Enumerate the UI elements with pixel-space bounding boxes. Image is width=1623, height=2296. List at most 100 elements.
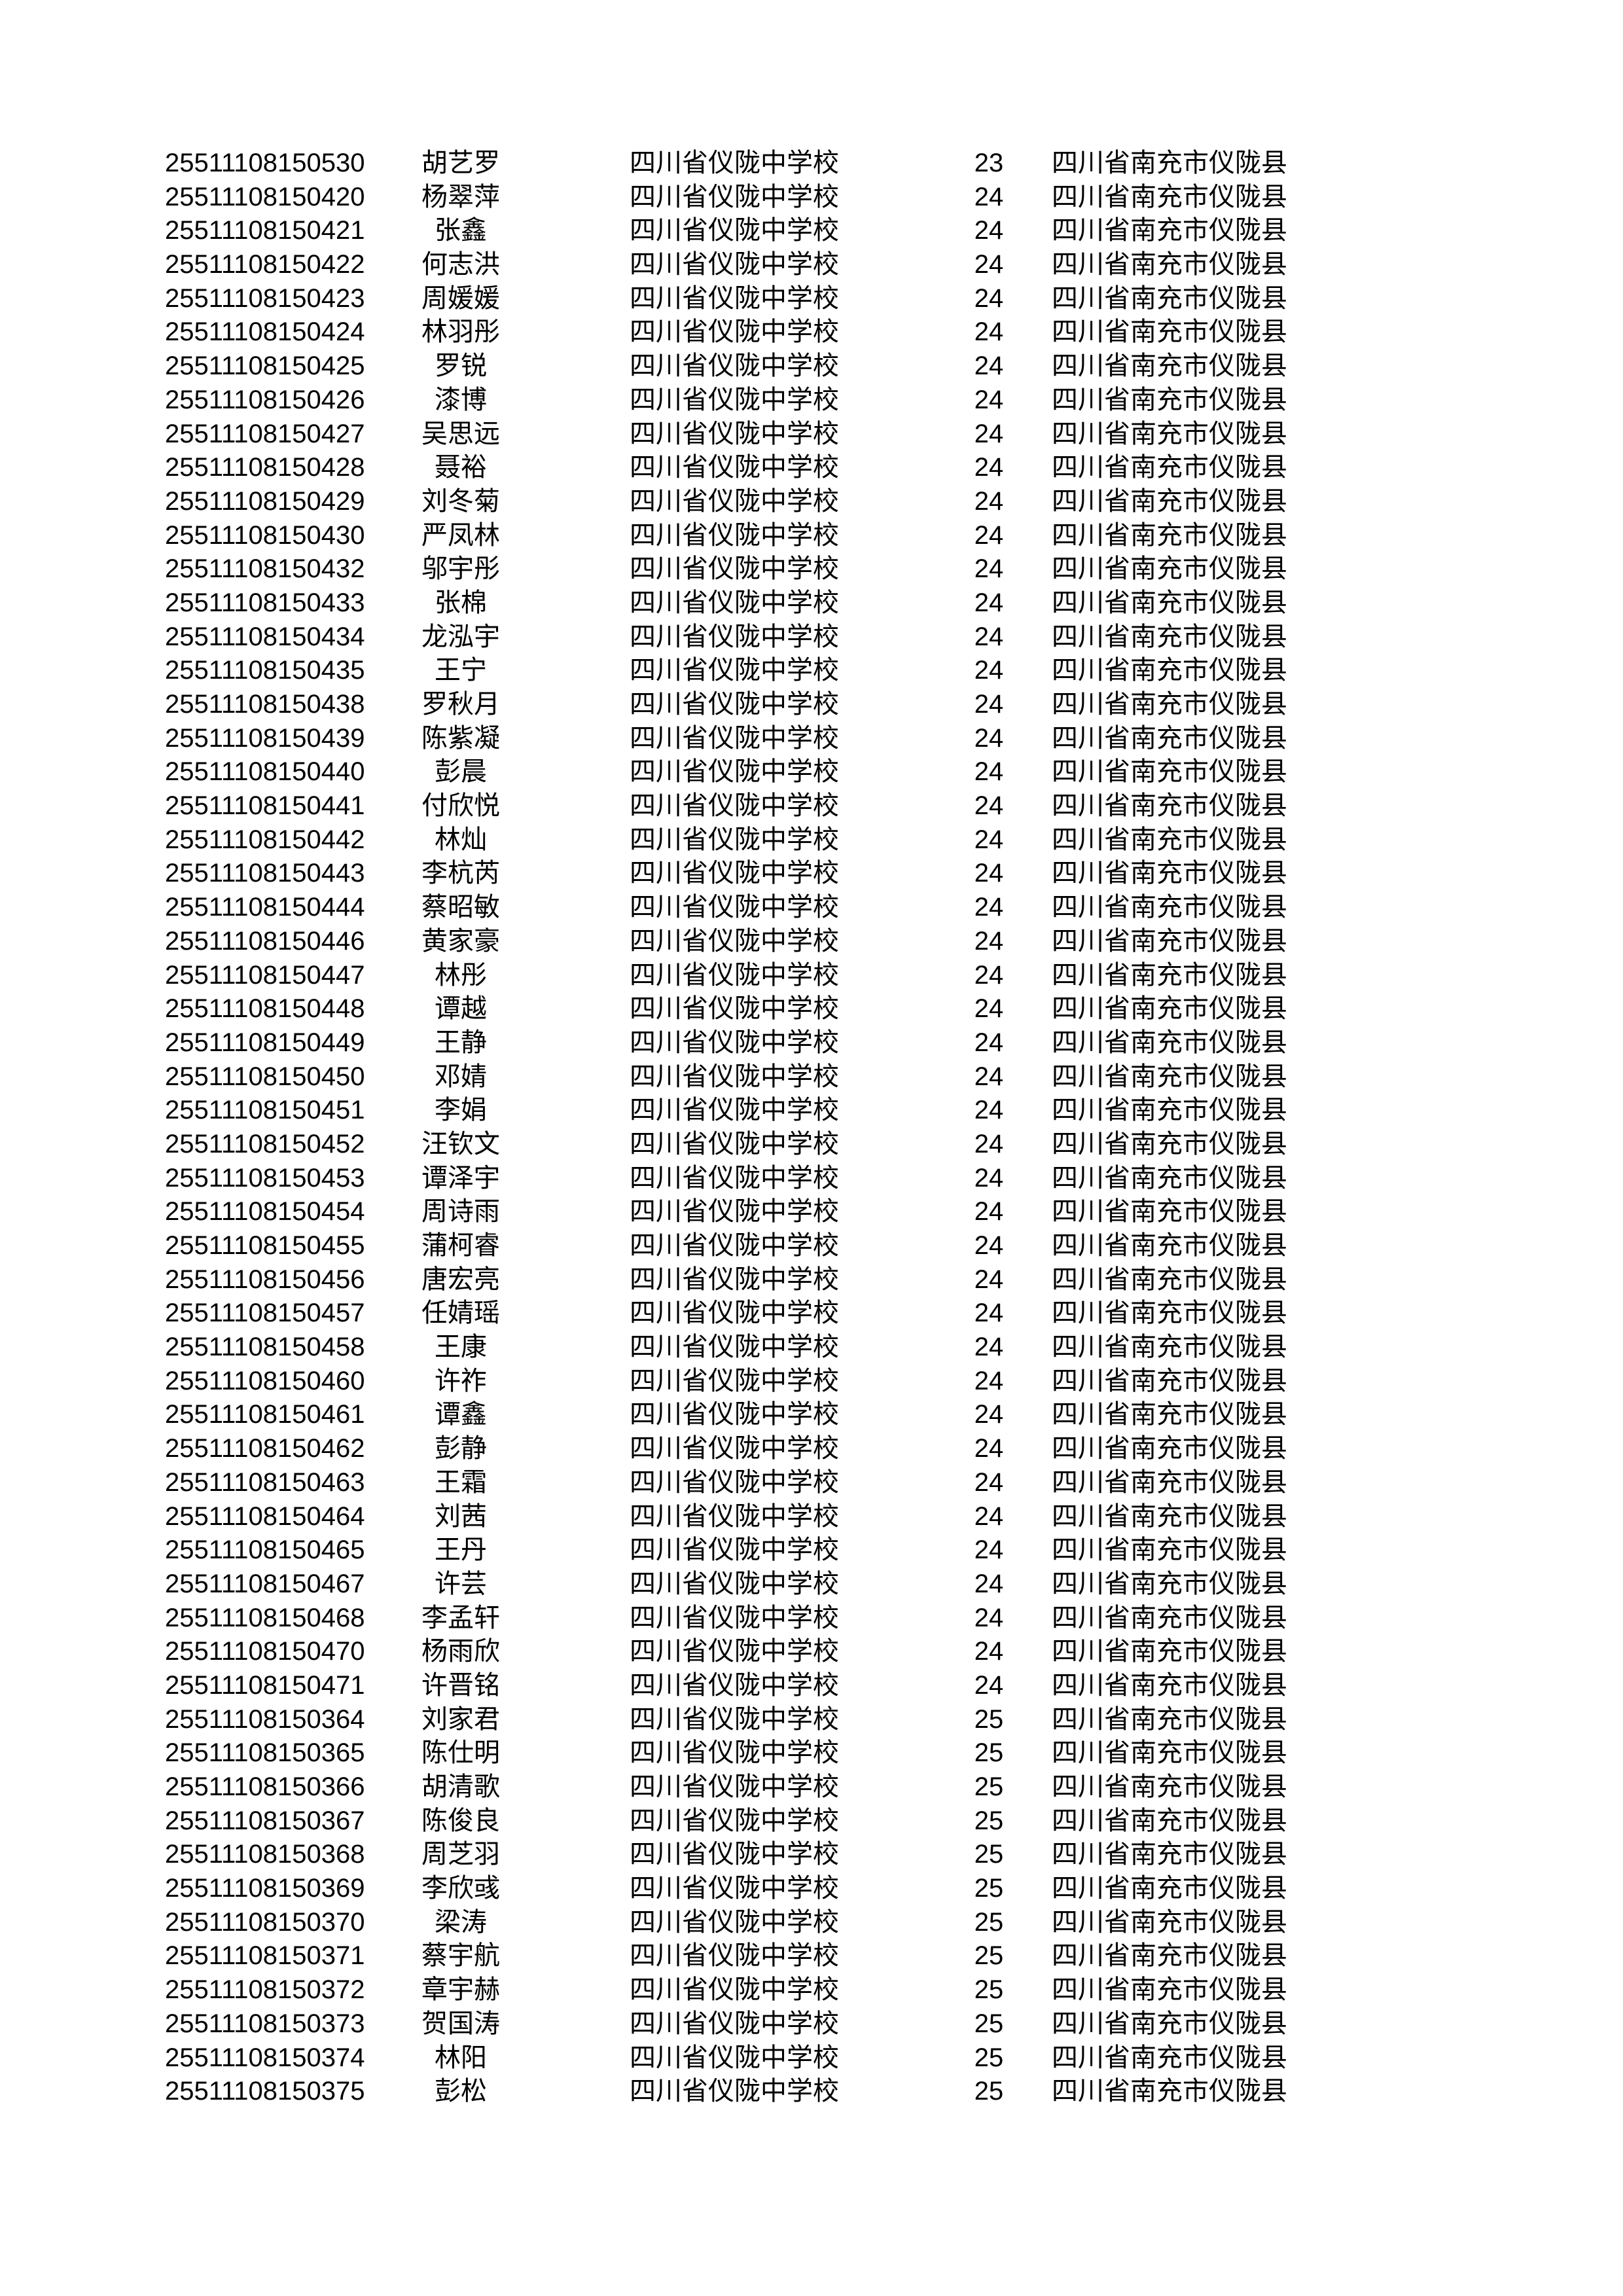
student-name-cell: 胡清歌 (421, 1772, 500, 1801)
region-cell: 四川省南充市仪陇县 (1052, 960, 1287, 990)
score-cell: 24 (974, 690, 1004, 719)
region-cell: 四川省南充市仪陇县 (1052, 791, 1287, 821)
table-row: 25511108150439 陈紫凝 四川省仪陇中学校 24 四川省南充市仪陇县 (0, 722, 1623, 756)
score-cell: 25 (974, 2077, 1004, 2106)
score-cell: 24 (974, 1501, 1004, 1531)
score-cell: 24 (974, 554, 1004, 584)
student-name-cell: 汪钦文 (421, 1129, 500, 1158)
region-cell: 四川省南充市仪陇县 (1052, 317, 1287, 347)
region-cell: 四川省南充市仪陇县 (1052, 1096, 1287, 1125)
exam-id-cell: 25511108150434 (165, 622, 365, 651)
exam-id-cell: 25511108150423 (165, 283, 365, 313)
table-row: 25511108150432 邬宇彤 四川省仪陇中学校 24 四川省南充市仪陇县 (0, 552, 1623, 586)
student-name-cell: 杨雨欣 (421, 1637, 500, 1666)
exam-id-cell: 25511108150371 (165, 1941, 365, 1971)
exam-id-cell: 25511108150447 (165, 960, 365, 990)
exam-id-cell: 25511108150374 (165, 2043, 365, 2072)
exam-id-cell: 25511108150365 (165, 1738, 365, 1768)
score-cell: 23 (974, 149, 1004, 177)
region-cell: 四川省南充市仪陇县 (1052, 1028, 1287, 1057)
score-cell: 24 (974, 825, 1004, 854)
score-cell: 24 (974, 1265, 1004, 1294)
student-name-cell: 刘冬菊 (421, 486, 500, 516)
table-row: 25511108150422 何志洪 四川省仪陇中学校 24 四川省南充市仪陇县 (0, 248, 1623, 282)
exam-id-cell: 25511108150435 (165, 656, 365, 685)
region-cell: 四川省南充市仪陇县 (1052, 859, 1287, 888)
school-cell: 四川省仪陇中学校 (630, 149, 839, 177)
score-cell: 24 (974, 723, 1004, 753)
exam-id-cell: 25511108150464 (165, 1501, 365, 1531)
region-cell: 四川省南充市仪陇县 (1052, 1299, 1287, 1328)
student-name-cell: 李孟轩 (421, 1603, 500, 1632)
table-row: 25511108150370 梁涛 四川省仪陇中学校 25 四川省南充市仪陇县 (0, 1906, 1623, 1940)
student-name-cell: 贺国涛 (421, 2009, 500, 2038)
school-cell: 四川省仪陇中学校 (630, 453, 839, 482)
student-name-cell: 林灿 (435, 825, 487, 854)
region-cell: 四川省南充市仪陇县 (1052, 453, 1287, 482)
table-row: 25511108150420 杨翠萍 四川省仪陇中学校 24 四川省南充市仪陇县 (0, 181, 1623, 215)
exam-id-cell: 25511108150440 (165, 757, 365, 787)
school-cell: 四川省仪陇中学校 (630, 1569, 839, 1598)
exam-id-cell: 25511108150470 (165, 1637, 365, 1666)
student-name-cell: 邬宇彤 (421, 554, 500, 584)
exam-id-cell: 25511108150373 (165, 2009, 365, 2038)
table-row: 25511108150471 许晋铭 四川省仪陇中学校 24 四川省南充市仪陇县 (0, 1669, 1623, 1703)
exam-id-cell: 25511108150372 (165, 1975, 365, 2005)
score-cell: 24 (974, 182, 1004, 211)
school-cell: 四川省仪陇中学校 (630, 1096, 839, 1125)
exam-id-cell: 25511108150433 (165, 588, 365, 617)
exam-id-cell: 25511108150453 (165, 1163, 365, 1193)
region-cell: 四川省南充市仪陇县 (1052, 1603, 1287, 1632)
region-cell: 四川省南充市仪陇县 (1052, 1941, 1287, 1971)
table-row: 25511108150429 刘冬菊 四川省仪陇中学校 24 四川省南充市仪陇县 (0, 485, 1623, 519)
school-cell: 四川省仪陇中学校 (630, 825, 839, 854)
table-row: 25511108150421 张鑫 四川省仪陇中学校 24 四川省南充市仪陇县 (0, 214, 1623, 248)
school-cell: 四川省仪陇中学校 (630, 1366, 839, 1395)
score-cell: 24 (974, 250, 1004, 279)
student-name-cell: 谭越 (435, 994, 487, 1024)
exam-id-cell: 25511108150457 (165, 1299, 365, 1328)
score-cell: 24 (974, 1569, 1004, 1598)
region-cell: 四川省南充市仪陇县 (1052, 1975, 1287, 2005)
school-cell: 四川省仪陇中学校 (630, 1941, 839, 1971)
score-cell: 24 (974, 757, 1004, 787)
exam-id-cell: 25511108150442 (165, 825, 365, 854)
table-row: 25511108150371 蔡宇航 四川省仪陇中学校 25 四川省南充市仪陇县 (0, 1939, 1623, 1973)
score-cell: 24 (974, 1434, 1004, 1463)
school-cell: 四川省仪陇中学校 (630, 1501, 839, 1531)
region-cell: 四川省南充市仪陇县 (1052, 1062, 1287, 1091)
score-cell: 24 (974, 1535, 1004, 1565)
table-row: 25511108150451 李娟 四川省仪陇中学校 24 四川省南充市仪陇县 (0, 1094, 1623, 1128)
table-row: 25511108150455 蒲柯睿 四川省仪陇中学校 24 四川省南充市仪陇县 (0, 1229, 1623, 1263)
table-row: 25511108150530 胡艺罗 四川省仪陇中学校 23 四川省南充市仪陇县 (0, 147, 1623, 181)
student-name-cell: 陈仕明 (421, 1738, 500, 1768)
exam-id-cell: 25511108150465 (165, 1535, 365, 1565)
table-row: 25511108150440 彭晨 四川省仪陇中学校 24 四川省南充市仪陇县 (0, 755, 1623, 789)
region-cell: 四川省南充市仪陇县 (1052, 2043, 1287, 2072)
student-name-cell: 王静 (435, 1028, 487, 1057)
region-cell: 四川省南充市仪陇县 (1052, 182, 1287, 211)
school-cell: 四川省仪陇中学校 (630, 1299, 839, 1328)
region-cell: 四川省南充市仪陇县 (1052, 1333, 1287, 1362)
table-row: 25511108150365 陈仕明 四川省仪陇中学校 25 四川省南充市仪陇县 (0, 1736, 1623, 1770)
student-name-cell: 许祚 (435, 1366, 487, 1395)
student-name-cell: 罗锐 (435, 351, 487, 381)
student-name-cell: 张鑫 (435, 216, 487, 245)
score-cell: 24 (974, 1333, 1004, 1362)
school-cell: 四川省仪陇中学校 (630, 622, 839, 651)
region-cell: 四川省南充市仪陇县 (1052, 1535, 1287, 1565)
student-name-cell: 唐宏亮 (421, 1265, 500, 1294)
region-cell: 四川省南充市仪陇县 (1052, 1907, 1287, 1937)
region-cell: 四川省南充市仪陇县 (1052, 1704, 1287, 1734)
region-cell: 四川省南充市仪陇县 (1052, 1129, 1287, 1158)
table-row: 25511108150454 周诗雨 四川省仪陇中学校 24 四川省南充市仪陇县 (0, 1195, 1623, 1229)
score-cell: 24 (974, 1062, 1004, 1091)
student-name-cell: 梁涛 (435, 1907, 487, 1937)
region-cell: 四川省南充市仪陇县 (1052, 385, 1287, 414)
region-cell: 四川省南充市仪陇县 (1052, 893, 1287, 922)
student-name-cell: 王康 (435, 1333, 487, 1362)
table-row: 25511108150449 王静 四川省仪陇中学校 24 四川省南充市仪陇县 (0, 1026, 1623, 1060)
student-list-table: 25511108150530 胡艺罗 四川省仪陇中学校 23 四川省南充市仪陇县 2551… (0, 147, 1623, 2109)
table-row: 25511108150373 贺国涛 四川省仪陇中学校 25 四川省南充市仪陇县 (0, 2007, 1623, 2041)
region-cell: 四川省南充市仪陇县 (1052, 1738, 1287, 1768)
